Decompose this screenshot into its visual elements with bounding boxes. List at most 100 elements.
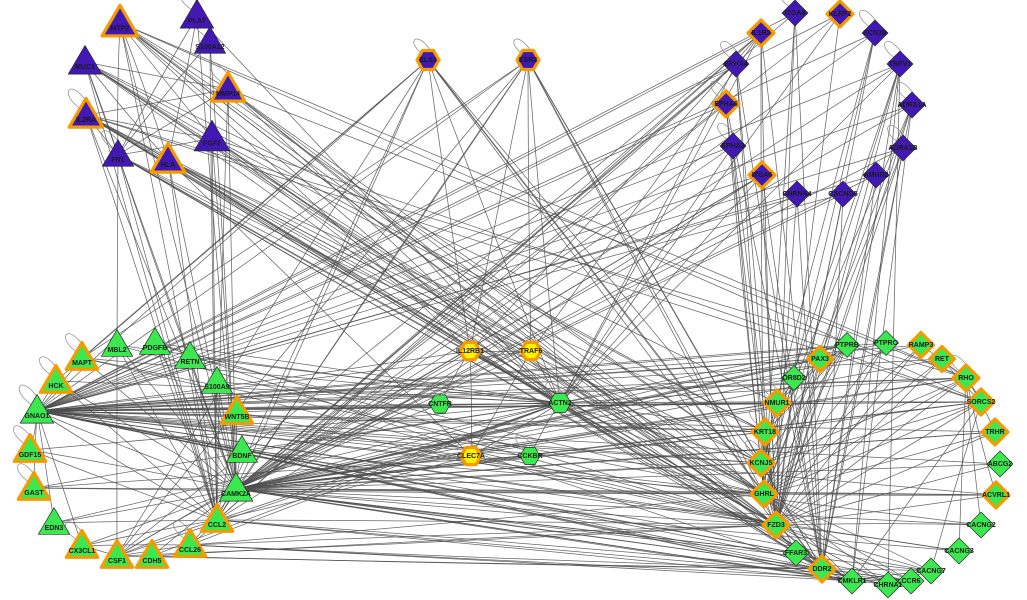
graph-edge	[116, 32, 762, 557]
graph-node-gast[interactable]	[16, 470, 52, 501]
graph-node-ccl2[interactable]	[199, 502, 235, 533]
graph-node-fzd3[interactable]	[761, 510, 791, 540]
graph-node-ptprb[interactable]	[834, 332, 860, 358]
graph-node-acvrl1[interactable]	[981, 480, 1011, 510]
graph-node-ghrl[interactable]	[749, 479, 779, 509]
graph-node-ddr2[interactable]	[807, 554, 837, 584]
graph-node-fgf2[interactable]	[193, 119, 231, 152]
graph-node-cacng7[interactable]	[917, 557, 945, 585]
graph-node-trhr[interactable]	[980, 417, 1010, 447]
graph-node-il2ra[interactable]	[67, 96, 105, 129]
graph-edge	[527, 59, 532, 352]
graph-edge	[227, 88, 762, 464]
graph-node-kcnj5[interactable]	[746, 448, 776, 478]
graph-edge	[559, 402, 766, 433]
graph-edge	[36, 410, 960, 552]
graph-node-els1[interactable]	[415, 48, 441, 72]
graph-node-ccr6[interactable]	[897, 567, 925, 595]
graph-node-or8d2[interactable]	[781, 365, 807, 391]
graph-node-camk2a[interactable]	[218, 472, 254, 502]
graph-node-adra1a[interactable]	[898, 91, 926, 119]
graph-node-pax3[interactable]	[805, 344, 835, 374]
graph-node-mtp2[interactable]	[100, 3, 140, 38]
graph-node-gnao1[interactable]	[19, 394, 55, 424]
graph-edge	[36, 193, 844, 412]
graph-edge	[559, 174, 763, 404]
graph-edge	[775, 524, 889, 586]
graph-edge	[84, 61, 229, 90]
graph-node-retn[interactable]	[173, 341, 207, 369]
graph-node-chrna4[interactable]	[783, 180, 811, 208]
graph-node-il1r2[interactable]	[746, 18, 776, 48]
graph-edge	[235, 193, 844, 490]
graph-node-plat[interactable]	[179, 0, 215, 29]
graph-node-edn3[interactable]	[37, 507, 71, 535]
graph-node-il12rb1[interactable]	[458, 340, 482, 362]
graph-node-mbl2[interactable]	[100, 329, 134, 357]
graph-node-cckbr[interactable]	[519, 446, 541, 466]
graph-edge	[764, 344, 848, 433]
graph-node-nmur1[interactable]	[762, 388, 792, 418]
graph-edge	[36, 344, 848, 412]
graph-node-gdf15[interactable]	[12, 432, 48, 463]
graph-edge	[216, 455, 472, 521]
graph-node-cx3cl1[interactable]	[64, 528, 100, 559]
graph-edge	[527, 59, 765, 495]
graph-node-cntfr[interactable]	[429, 394, 451, 414]
graph-edge	[151, 402, 561, 557]
nodes-layer[interactable]	[12, 0, 1014, 599]
graph-node-fn1[interactable]	[101, 139, 135, 167]
graph-node-muc1[interactable]	[67, 45, 103, 75]
graph-node-ffar3[interactable]	[782, 539, 810, 567]
graph-node-epha6[interactable]	[711, 89, 741, 119]
graph-node-itga6[interactable]	[747, 160, 777, 190]
graph-node-epha3[interactable]	[719, 132, 747, 160]
graph-node-mapt[interactable]	[64, 340, 100, 371]
graph-node-csf1[interactable]	[99, 538, 135, 569]
graph-node-cdh5[interactable]	[134, 538, 170, 569]
graph-node-epha4[interactable]	[722, 50, 750, 78]
graph-edge	[775, 344, 922, 526]
graph-node-esr2[interactable]	[515, 48, 541, 72]
graph-node-pdgfb[interactable]	[138, 327, 172, 355]
graph-edge	[167, 159, 472, 457]
graph-node-traf6[interactable]	[519, 340, 543, 362]
graph-node-cacng3[interactable]	[945, 537, 973, 565]
graph-node-adra1b[interactable]	[889, 134, 917, 162]
graph-node-s100a12[interactable]	[193, 26, 227, 54]
graph-node-hla[interactable]	[149, 141, 187, 174]
graph-node-wnt5b[interactable]	[219, 394, 255, 425]
graph-node-clec7a[interactable]	[459, 445, 483, 467]
graph-node-actn2[interactable]	[548, 393, 572, 413]
graph-node-ccl26[interactable]	[172, 527, 208, 558]
graph-node-bdnf[interactable]	[225, 435, 259, 463]
graph-node-amhr2[interactable]	[862, 161, 890, 189]
graph-edge	[527, 59, 777, 526]
graph-node-hck[interactable]	[38, 363, 74, 394]
graph-edge	[167, 159, 532, 352]
graph-node-scn3b[interactable]	[861, 19, 889, 47]
graph-node-krt18[interactable]	[750, 417, 780, 447]
graph-node-ret[interactable]	[927, 344, 957, 374]
graph-node-itga8[interactable]	[781, 0, 809, 27]
graph-edge	[33, 402, 561, 489]
graph-node-sorcs2[interactable]	[966, 387, 996, 417]
graph-node-trpv1[interactable]	[886, 50, 914, 78]
graph-node-abcg2[interactable]	[986, 450, 1014, 478]
graph-node-cmklr1[interactable]	[838, 567, 866, 595]
graph-node-cacng5[interactable]	[829, 180, 857, 208]
graph-edge	[763, 493, 932, 572]
graph-edge	[36, 344, 922, 412]
graph-node-ramp3[interactable]	[906, 330, 936, 360]
graph-node-cacng2[interactable]	[967, 511, 995, 539]
graph-node-ptpro[interactable]	[873, 330, 899, 356]
graph-edge	[81, 357, 237, 490]
graph-node-rho[interactable]	[951, 363, 981, 393]
graph-node-klrf2[interactable]	[825, 0, 855, 29]
graph-node-chrna1[interactable]	[874, 571, 902, 599]
graph-node-s100a9[interactable]	[200, 366, 234, 394]
graph-edge	[235, 488, 889, 586]
graph-node-mmp14[interactable]	[209, 70, 247, 103]
